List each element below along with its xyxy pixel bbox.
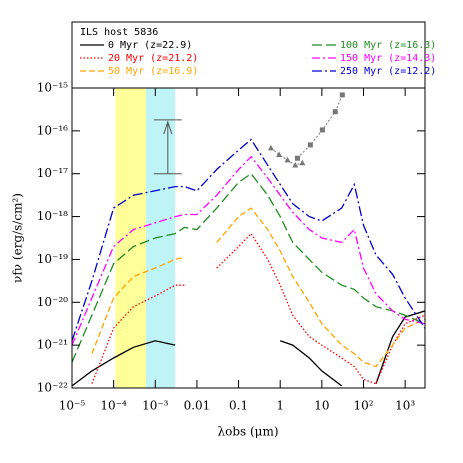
obs-point	[284, 156, 291, 163]
axes-frame	[71, 87, 426, 389]
sed-line	[72, 172, 425, 363]
obs-point	[294, 155, 300, 161]
y-tick-label: 10⁻²¹	[37, 338, 68, 352]
x-tick-label: 10	[314, 399, 329, 413]
legend-label: 150 Myr (z=14.3)	[340, 53, 436, 64]
sed-line	[72, 138, 425, 342]
legend-label: 0 Myr (z=22.9)	[108, 40, 192, 51]
sed-line	[91, 232, 425, 385]
obs-point	[319, 127, 325, 133]
x-tick-label: 10³	[395, 399, 415, 413]
y-tick-label: 10⁻²⁰	[37, 295, 68, 309]
y-tick-label: 10⁻¹⁷	[37, 166, 68, 180]
x-tick-label: 10⁻³	[142, 399, 169, 413]
y-tick-label: 10⁻¹⁵	[37, 81, 68, 95]
x-tick-label: 10⁻⁴	[100, 399, 127, 413]
legend-box	[71, 21, 426, 89]
sed-line	[72, 155, 425, 346]
legend-label: 50 Myr (z=16.9)	[108, 66, 198, 77]
obs-point	[292, 161, 299, 168]
obs-line	[297, 94, 343, 159]
wavelength-band	[146, 88, 176, 388]
x-tick-label: 10⁻⁵	[59, 399, 86, 413]
plot-area	[72, 88, 425, 388]
obs-point	[307, 142, 313, 148]
wavelength-band	[115, 88, 147, 388]
obs-point	[339, 92, 345, 98]
y-axis-label: νfν (erg/s/cm²)	[11, 193, 25, 283]
obs-point	[267, 144, 274, 151]
x-tick-label: 10²	[353, 399, 373, 413]
x-axis-label: λobs (μm)	[217, 425, 278, 439]
sed-line	[91, 207, 425, 368]
obs-point	[299, 159, 306, 166]
legend-label: 20 Myr (z=21.2)	[108, 53, 198, 64]
legend-label: 100 Myr (z=16.3)	[340, 40, 436, 51]
y-tick-label: 10⁻¹⁸	[37, 209, 68, 223]
y-tick-label: 10⁻²²	[37, 381, 68, 395]
legend-title: ILS host 5836	[80, 27, 158, 38]
y-tick-label: 10⁻¹⁶	[37, 123, 68, 137]
obs-point	[332, 109, 338, 115]
y-tick-label: 10⁻¹⁹	[37, 252, 68, 266]
obs-point	[276, 151, 283, 158]
x-tick-label: 0.1	[229, 399, 248, 413]
x-tick-label: 0.01	[184, 399, 211, 413]
x-tick-label: 1	[276, 399, 284, 413]
limit-arrow	[163, 120, 173, 174]
legend-label: 250 Myr (z=12.2)	[340, 66, 436, 77]
